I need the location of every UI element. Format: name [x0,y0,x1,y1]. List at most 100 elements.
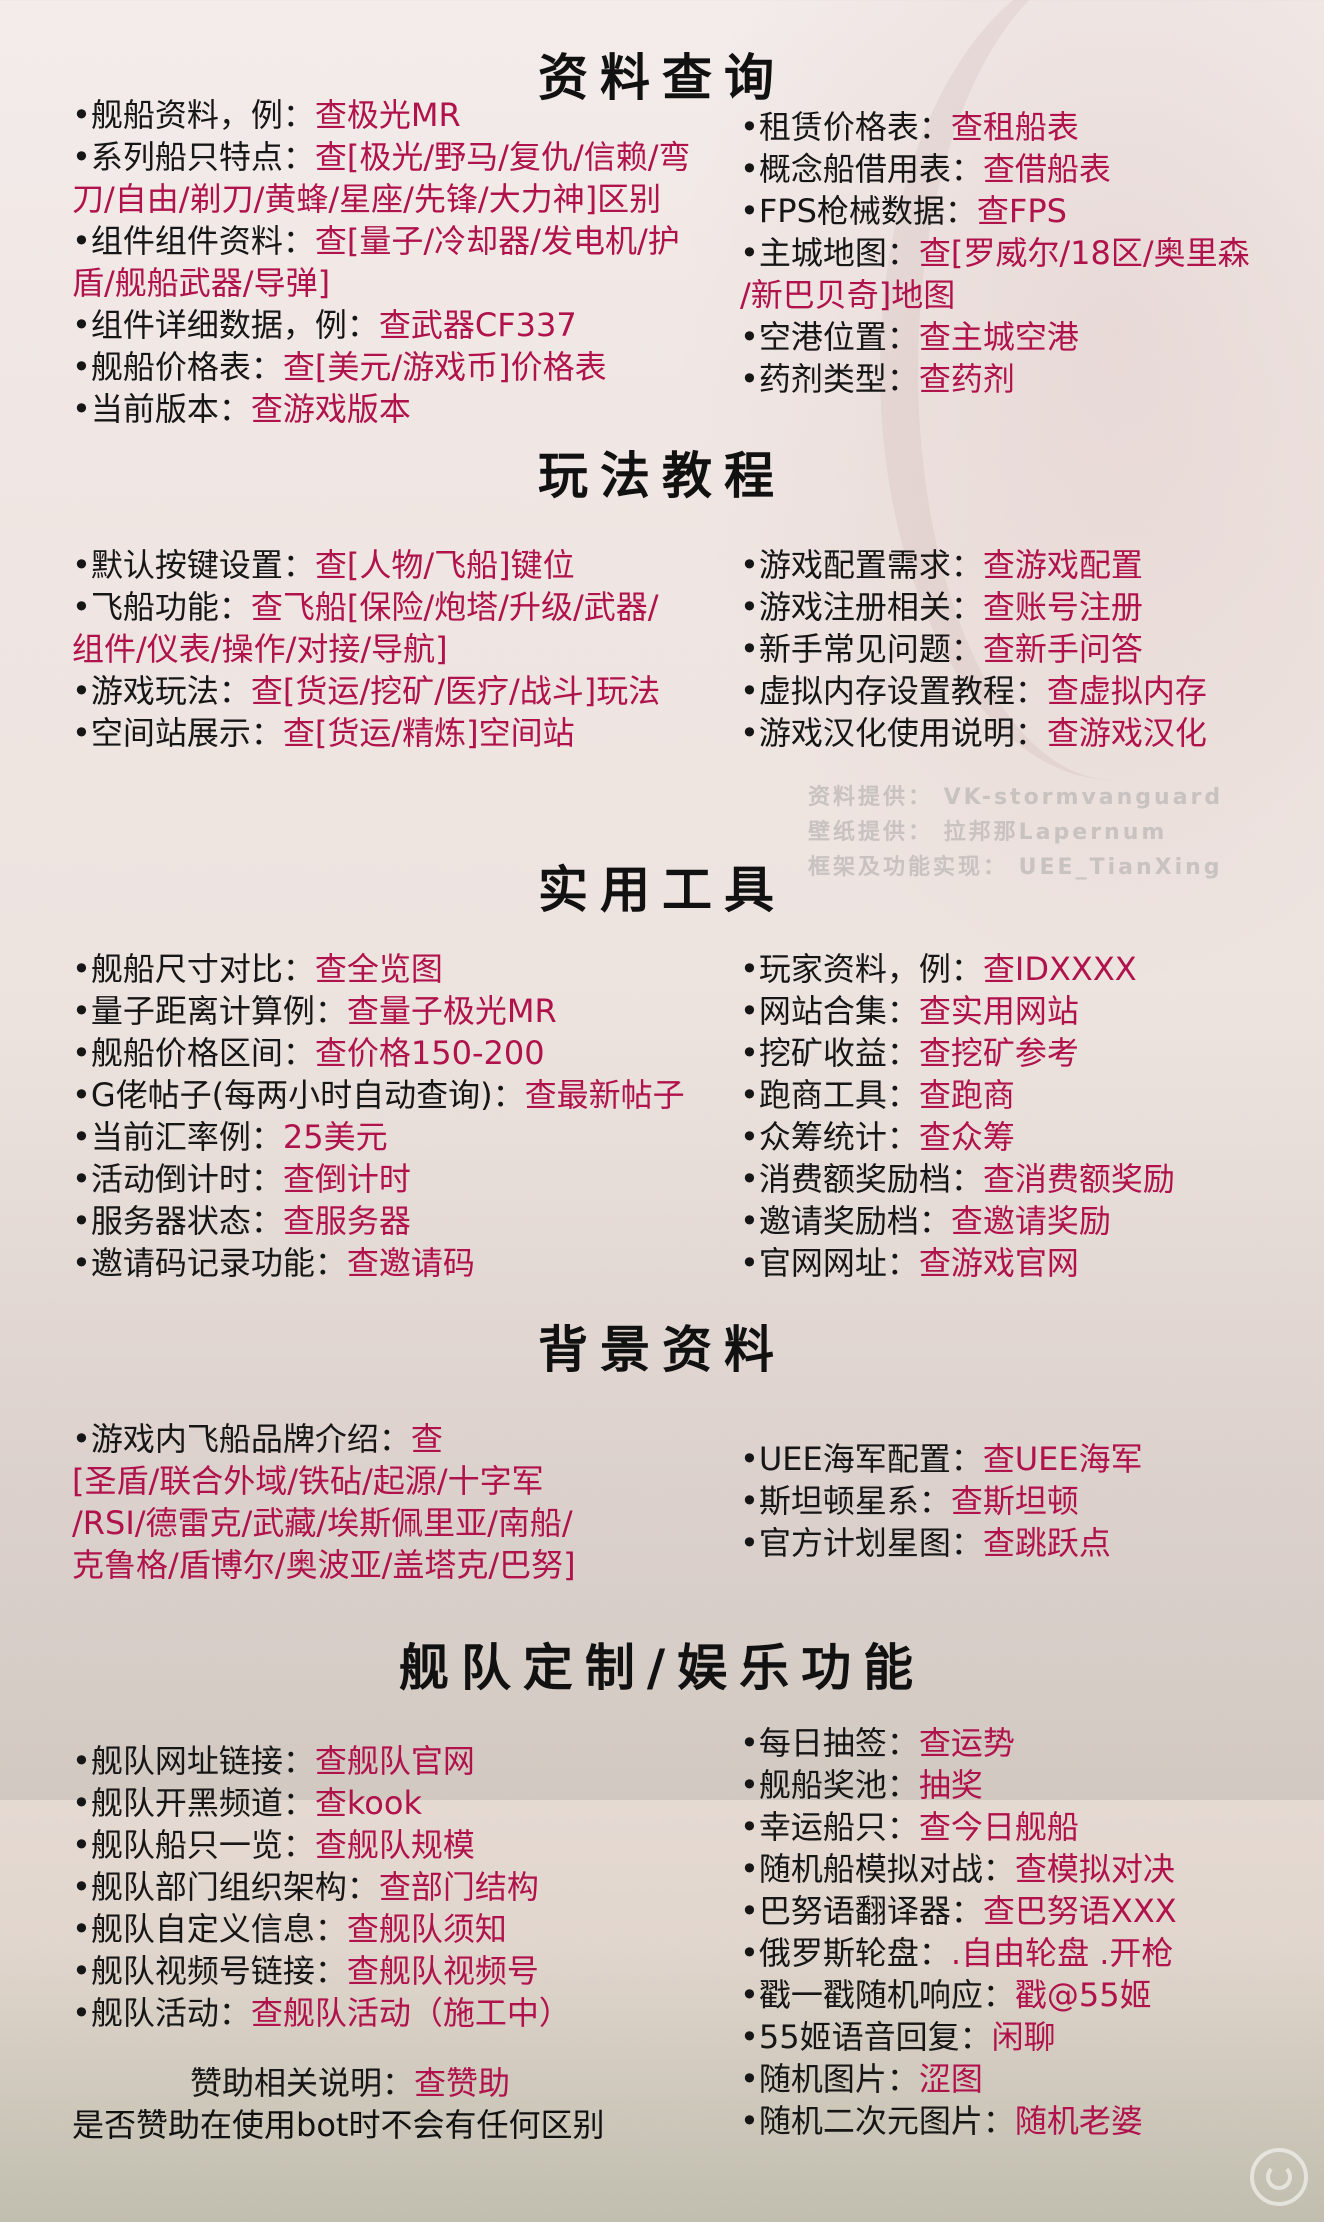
list-item: •挖矿收益：查挖矿参考 [740,1032,1320,1074]
item-command[interactable]: 查新手问答 [982,630,1143,668]
list-item: •俄罗斯轮盘：.自由轮盘 .开枪 [740,1932,1320,1974]
item-command[interactable]: 查主城空港 [918,318,1079,356]
item-command[interactable]: 查[货运/挖矿/医疗/战斗]玩法 [250,672,661,710]
credit-framework: 框架及功能实现： UEE_TianXing [808,855,1223,880]
item-label: •概念船借用表： [740,150,983,188]
item-command[interactable]: 查舰队须知 [346,1910,507,1948]
item-command[interactable]: 25美元 [282,1118,388,1156]
sponsor-note: 是否赞助在使用bot时不会有任何区别 [72,2106,605,2144]
item-command[interactable]: 查[极光/野马/复仇/信赖/弯 [314,138,691,176]
item-command[interactable]: 查游戏汉化 [1046,714,1207,752]
item-command[interactable]: 查消费额奖励 [982,1160,1175,1198]
tools-right-list: •玩家资料，例：查IDXXXX •网站合集：查实用网站 •挖矿收益：查挖矿参考 •跑商… [740,948,1320,1284]
item-command[interactable]: 查账号注册 [982,588,1143,626]
item-command-continuation[interactable]: 组件/仪表/操作/对接/导航] [72,630,448,668]
credit-wallpaper: 壁纸提供： 拉邦那Lapernum [808,820,1168,845]
list-item: •舰队开黑频道：查kook [72,1782,712,1824]
item-command[interactable]: 查挖矿参考 [918,1034,1079,1072]
item-label: •邀请奖励档： [740,1202,951,1240]
item-command[interactable]: 查kook [314,1784,422,1822]
item-command[interactable]: 戳@55姬 [1014,1976,1152,2014]
item-label: •斯坦顿星系： [740,1482,951,1520]
item-command[interactable]: 查游戏配置 [982,546,1143,584]
item-label: •随机船模拟对战： [740,1850,1015,1888]
sponsor-command[interactable]: 查赞助 [414,2064,511,2102]
list-item: •游戏玩法：查[货运/挖矿/医疗/战斗]玩法 [72,670,712,712]
item-label: •舰队船只一览： [72,1826,315,1864]
item-command[interactable]: 查舰队规模 [314,1826,475,1864]
item-command[interactable]: 查虚拟内存 [1046,672,1207,710]
item-command[interactable]: 查[量子/冷却器/发电机/护 [314,222,680,260]
item-command[interactable]: 查武器CF337 [378,306,577,344]
list-item: •系列船只特点：查[极光/野马/复仇/信赖/弯 [72,136,712,178]
item-command[interactable]: 随机老婆 [1014,2102,1143,2140]
item-command[interactable]: 查极光MR [314,96,461,134]
item-command[interactable]: 查邀请奖励 [950,1202,1111,1240]
item-command[interactable]: 查服务器 [282,1202,411,1240]
item-command[interactable]: 查最新帖子 [524,1076,685,1114]
list-item: •舰船奖池：抽奖 [740,1764,1320,1806]
item-command[interactable]: .自由轮盘 .开枪 [950,1934,1174,1972]
item-label: •租赁价格表： [740,108,951,146]
item-command[interactable]: 查游戏官网 [918,1244,1079,1282]
item-command[interactable]: 查今日舰船 [918,1808,1079,1846]
item-command[interactable]: 查斯坦顿 [950,1482,1079,1520]
item-command[interactable]: 查租船表 [950,108,1079,146]
item-command[interactable]: 查FPS [976,192,1067,230]
item-command[interactable]: 查[人物/飞船]键位 [314,546,575,584]
item-command-continuation[interactable]: 克鲁格/盾博尔/奥波亚/盖塔克/巴努] [72,1546,576,1584]
list-item: •舰队活动：查舰队活动（施工中） [72,1992,712,2034]
item-label: •虚拟内存设置教程： [740,672,1047,710]
item-command[interactable]: 闲聊 [991,2018,1056,2056]
item-label: •主城地图： [740,234,919,272]
list-item: •服务器状态：查服务器 [72,1200,712,1242]
item-command-continuation[interactable]: /新巴贝奇]地图 [740,276,956,314]
item-command[interactable]: 查 [410,1420,443,1458]
tutorial-right-list: •游戏配置需求：查游戏配置 •游戏注册相关：查账号注册 •新手常见问题：查新手问答 •… [740,544,1320,754]
item-label: •官网网址： [740,1244,919,1282]
list-item: •当前版本：查游戏版本 [72,388,712,430]
item-command[interactable]: 查[美元/游戏币]价格表 [282,348,607,386]
item-command[interactable]: 查巴努语XXX [982,1892,1177,1930]
item-command[interactable]: 查舰队视频号 [346,1952,539,1990]
item-command[interactable]: 查舰队活动（施工中） [250,1994,571,2032]
item-command[interactable]: 查倒计时 [282,1160,411,1198]
item-command-continuation[interactable]: 盾/舰船武器/导弹] [72,264,331,302]
item-command[interactable]: 查跑商 [918,1076,1015,1114]
item-command[interactable]: 查跳跃点 [982,1524,1111,1562]
item-command[interactable]: 查UEE海军 [982,1440,1143,1478]
item-label: •游戏内飞船品牌介绍： [72,1420,411,1458]
item-command[interactable]: 查量子极光MR [346,992,557,1030]
item-command[interactable]: 查舰队官网 [314,1742,475,1780]
item-command[interactable]: 查药剂 [918,360,1015,398]
item-command[interactable]: 查[罗威尔/18区/奥里森 [918,234,1250,272]
list-item: •UEE海军配置：查UEE海军 [740,1438,1320,1480]
item-command[interactable]: 查IDXXXX [982,950,1137,988]
list-item: •组件组件资料：查[量子/冷却器/发电机/护 [72,220,712,262]
item-command[interactable]: 查模拟对决 [1014,1850,1175,1888]
item-command[interactable]: 查借船表 [982,150,1111,188]
item-command-continuation[interactable]: [圣盾/联合外域/铁砧/起源/十字军 [72,1462,544,1500]
item-command[interactable]: 查邀请码 [346,1244,475,1282]
item-command[interactable]: 查价格150-200 [314,1034,545,1072]
item-command-continuation[interactable]: 刀/自由/剃刀/黄蜂/星座/先锋/大力神]区别 [72,180,662,218]
item-command[interactable]: 涩图 [918,2060,983,2098]
item-label: •舰船奖池： [740,1766,919,1804]
item-command[interactable]: 查[货运/精炼]空间站 [282,714,575,752]
sponsor-line: 赞助相关说明：查赞助 [72,2062,604,2104]
item-command[interactable]: 抽奖 [918,1766,983,1804]
item-command[interactable]: 查实用网站 [918,992,1079,1030]
item-label: •舰队视频号链接： [72,1952,347,1990]
item-command[interactable]: 查全览图 [314,950,443,988]
list-item: •舰队部门组织架构：查部门结构 [72,1866,712,1908]
item-command[interactable]: 查部门结构 [378,1868,539,1906]
list-item: •FPS枪械数据：查FPS [740,190,1320,232]
item-command[interactable]: 查众筹 [918,1118,1015,1156]
item-command[interactable]: 查游戏版本 [250,390,411,428]
list-item: •玩家资料，例：查IDXXXX [740,948,1320,990]
item-command-continuation[interactable]: /RSI/德雷克/武藏/埃斯佩里亚/南船/ [72,1504,573,1542]
item-command[interactable]: 查飞船[保险/炮塔/升级/武器/ [250,588,659,626]
list-item: •游戏注册相关：查账号注册 [740,586,1320,628]
list-item: •每日抽签：查运势 [740,1722,1320,1764]
item-command[interactable]: 查运势 [918,1724,1015,1762]
